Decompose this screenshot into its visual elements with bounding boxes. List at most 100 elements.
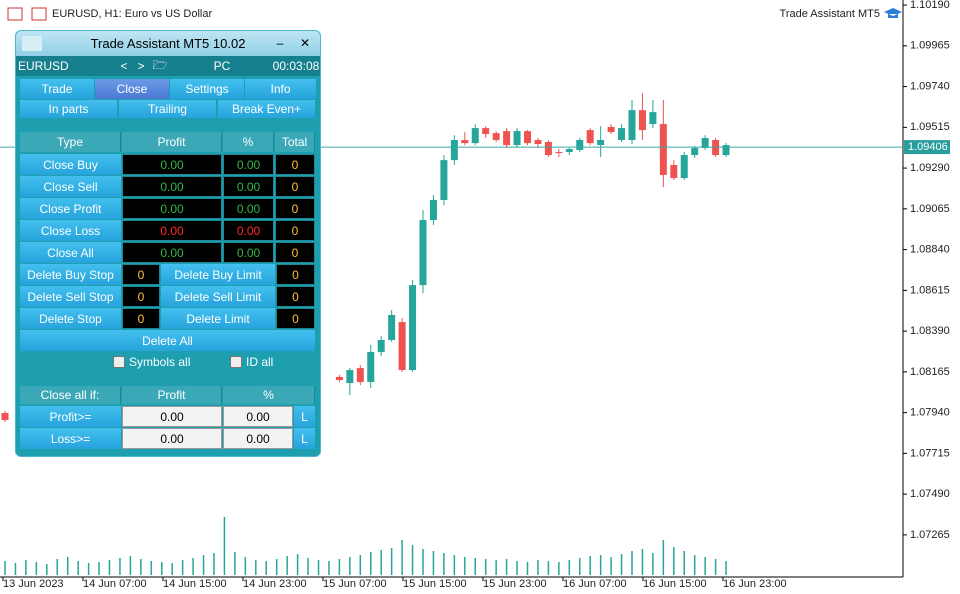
symbol-select[interactable]: EURUSD xyxy=(18,56,114,76)
delete-button[interactable]: Delete Sell Limit xyxy=(161,286,275,307)
candle-body xyxy=(555,151,563,154)
camera-icon[interactable] xyxy=(22,36,42,51)
subtab[interactable]: In parts xyxy=(20,100,117,118)
y-tick-label: 1.07490 xyxy=(910,488,950,500)
table-header: Profit xyxy=(122,132,222,152)
close-button[interactable]: Close All xyxy=(20,242,121,263)
candle-body xyxy=(524,131,531,144)
candle-body xyxy=(461,140,469,144)
input-field[interactable]: 0.00 xyxy=(122,428,222,449)
count-cell: 0 xyxy=(276,308,315,329)
subtab[interactable]: Break Even+ xyxy=(218,100,315,118)
chart-icon[interactable] xyxy=(31,7,47,21)
y-tick-label: 1.09290 xyxy=(910,162,950,174)
candle-body xyxy=(335,376,343,381)
input-field[interactable]: 0.00 xyxy=(223,406,293,427)
table-cell: 0.00 xyxy=(122,176,222,197)
candle-body xyxy=(649,112,657,125)
prev-button[interactable]: < xyxy=(116,57,132,75)
delete-button[interactable]: Delete Buy Stop xyxy=(20,264,121,285)
close-button[interactable]: Close Sell xyxy=(20,176,121,197)
candle-body xyxy=(618,128,626,141)
subtab[interactable]: Trailing xyxy=(119,100,216,118)
input-field[interactable]: 0.00 xyxy=(122,406,222,427)
menu-icon[interactable] xyxy=(7,7,23,21)
y-tick-label: 1.10190 xyxy=(910,0,950,11)
x-tick-label: 16 Jun 15:00 xyxy=(643,578,707,590)
condition-button[interactable]: L xyxy=(294,406,315,427)
candle-body xyxy=(398,322,406,371)
table-cell: 0 xyxy=(275,198,315,219)
next-button[interactable]: > xyxy=(133,57,149,75)
table-header: Type xyxy=(20,132,121,152)
checkbox[interactable] xyxy=(113,356,125,368)
symbol-info: EURUSD, H1: Euro vs US Dollar xyxy=(52,8,212,20)
candle-body xyxy=(586,130,594,144)
input-field[interactable]: 0.00 xyxy=(223,428,293,449)
x-tick-label: 14 Jun 07:00 xyxy=(83,578,147,590)
y-tick-label: 1.07265 xyxy=(910,529,950,541)
minimize-button[interactable]: – xyxy=(276,36,284,50)
close-button[interactable]: Close Buy xyxy=(20,154,121,175)
delete-button[interactable]: Delete Sell Stop xyxy=(20,286,121,307)
tab[interactable]: Close xyxy=(95,79,169,99)
table-cell: 0.00 xyxy=(223,242,274,263)
close-button[interactable]: Close Profit xyxy=(20,198,121,219)
delete-button[interactable]: Delete Limit xyxy=(161,308,275,329)
condition-button[interactable]: L xyxy=(294,428,315,449)
table-cell: 0 xyxy=(275,220,315,241)
table-cell: 0.00 xyxy=(122,242,222,263)
candle-body xyxy=(419,220,427,286)
condition-button[interactable]: Profit>= xyxy=(20,406,121,427)
candle-body xyxy=(670,165,678,179)
table-header: % xyxy=(223,132,274,152)
tab[interactable]: Settings xyxy=(170,79,244,99)
tab[interactable]: Info xyxy=(245,79,316,99)
candle-body xyxy=(429,199,437,221)
close-button[interactable]: Close Loss xyxy=(20,220,121,241)
table-cell: 0.00 xyxy=(122,220,222,241)
folder-button[interactable]: 🗁 xyxy=(150,57,170,75)
y-tick-label: 1.08390 xyxy=(910,325,950,337)
y-tick-label: 1.09515 xyxy=(910,121,950,133)
checkbox[interactable] xyxy=(230,356,242,368)
delete-button[interactable]: Delete Stop xyxy=(20,308,121,329)
candle-body xyxy=(638,110,646,131)
candle-body xyxy=(659,124,667,175)
candle-body xyxy=(701,138,709,148)
candle-body xyxy=(388,314,396,340)
delete-all-button[interactable]: Delete All xyxy=(20,330,315,351)
count-cell: 0 xyxy=(122,286,160,307)
checkbox-label: Symbols all xyxy=(129,355,191,369)
x-tick-label: 15 Jun 07:00 xyxy=(323,578,387,590)
trade-panel: Trade Assistant MT5 10.02– ✕ EURUSD < > 🗁 PC 00… xyxy=(15,30,321,457)
candle-body xyxy=(680,155,688,179)
tab[interactable]: Trade xyxy=(20,79,94,99)
table-cell: 0 xyxy=(275,154,315,175)
table-cell: 0.00 xyxy=(223,198,274,219)
table-cell: 0 xyxy=(275,176,315,197)
y-tick-label: 1.09965 xyxy=(910,40,950,52)
candle-body xyxy=(544,142,552,156)
last-price-label: 1.09406 xyxy=(908,141,948,153)
candle-body xyxy=(565,149,573,152)
x-tick-label: 16 Jun 07:00 xyxy=(563,578,627,590)
delete-button[interactable]: Delete Buy Limit xyxy=(161,264,275,285)
last-price-tag xyxy=(904,140,950,155)
y-tick-label: 1.09065 xyxy=(910,203,950,215)
y-tick-label: 1.08165 xyxy=(910,366,950,378)
y-tick-label: 1.08840 xyxy=(910,244,950,256)
candle-body xyxy=(367,351,375,383)
close-button[interactable]: ✕ xyxy=(299,36,311,50)
table-cell: 0.00 xyxy=(223,154,274,175)
table-cell: 0.00 xyxy=(223,220,274,241)
candle-body xyxy=(597,140,605,146)
table-header: Total xyxy=(275,132,315,152)
count-cell: 0 xyxy=(122,264,160,285)
condition-button[interactable]: Loss>= xyxy=(20,428,121,449)
table-cell: 0.00 xyxy=(122,198,222,219)
candle-body xyxy=(346,370,354,384)
close-all-header: Close all if: xyxy=(20,386,121,404)
